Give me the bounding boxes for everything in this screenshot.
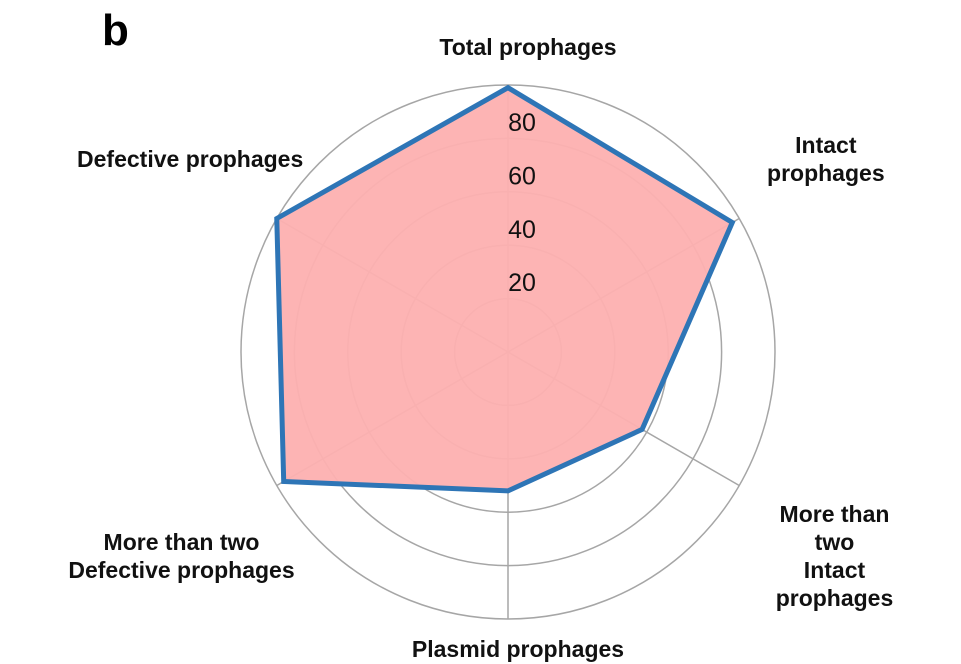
category-label: Plasmid prophages xyxy=(411,636,625,662)
panel-label: b xyxy=(102,6,129,55)
category-label: More than two Intact prophages xyxy=(775,500,894,611)
r-tick-label: 40 xyxy=(508,216,536,244)
category-label: Defective prophages xyxy=(77,145,304,172)
category-label: Intact prophages xyxy=(767,131,885,186)
data-area xyxy=(274,84,736,494)
r-tick-label: 60 xyxy=(508,162,536,190)
r-tick-label: 20 xyxy=(508,269,536,297)
category-label: Total prophages xyxy=(439,34,617,60)
category-label: More than two Defective prophages xyxy=(68,528,295,583)
r-tick-label: 80 xyxy=(508,109,536,137)
